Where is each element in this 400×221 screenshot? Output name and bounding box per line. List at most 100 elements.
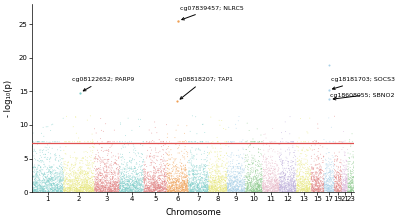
Point	[311, 177, 318, 181]
Point	[296, 184, 302, 188]
Point	[64, 164, 70, 168]
Point	[201, 186, 208, 189]
Point	[340, 183, 346, 187]
Point	[258, 140, 264, 143]
Point	[77, 172, 84, 175]
Point	[232, 140, 238, 143]
Point	[286, 168, 292, 172]
Point	[108, 190, 114, 194]
Point	[54, 189, 60, 193]
Point	[132, 167, 138, 170]
Point	[203, 175, 210, 179]
Point	[115, 169, 122, 173]
Point	[31, 183, 38, 187]
Point	[254, 190, 260, 193]
Point	[47, 175, 54, 178]
Point	[306, 182, 313, 186]
Point	[31, 188, 38, 192]
Point	[330, 182, 336, 185]
Point	[304, 158, 311, 162]
Point	[44, 168, 50, 171]
Point	[45, 177, 51, 181]
Point	[35, 176, 42, 180]
Point	[280, 177, 287, 181]
Point	[91, 182, 97, 185]
Point	[347, 190, 353, 193]
Point	[318, 167, 324, 171]
Point	[249, 184, 255, 188]
Point	[279, 190, 286, 194]
Point	[90, 180, 97, 183]
Point	[273, 181, 279, 185]
Point	[34, 189, 40, 192]
Point	[104, 167, 110, 171]
Point	[116, 172, 122, 176]
Point	[288, 188, 295, 191]
Point	[277, 186, 284, 189]
Point	[85, 176, 92, 179]
Point	[248, 183, 254, 186]
Point	[233, 183, 240, 186]
Point	[189, 182, 195, 185]
Point	[72, 179, 78, 182]
Point	[158, 184, 164, 188]
Point	[178, 184, 185, 187]
Point	[140, 183, 146, 187]
Point	[304, 190, 311, 194]
Point	[281, 172, 287, 175]
Point	[332, 179, 338, 183]
Point	[72, 164, 78, 168]
Point	[236, 174, 243, 177]
Point	[148, 190, 154, 194]
Point	[112, 187, 118, 190]
Point	[208, 187, 214, 190]
Point	[102, 173, 108, 177]
Point	[85, 187, 91, 191]
Point	[294, 182, 300, 186]
Point	[172, 181, 178, 185]
Point	[152, 179, 158, 182]
Point	[270, 188, 277, 191]
Point	[268, 182, 274, 185]
Point	[244, 175, 250, 178]
Point	[228, 180, 235, 184]
Point	[247, 175, 253, 179]
Point	[275, 169, 281, 173]
Point	[320, 189, 326, 193]
Point	[285, 178, 291, 181]
Point	[56, 187, 62, 190]
Point	[314, 188, 320, 191]
Point	[173, 188, 179, 192]
Point	[97, 174, 104, 178]
Point	[204, 189, 211, 192]
Point	[222, 162, 229, 166]
Text: cg08818207; TAP1: cg08818207; TAP1	[175, 77, 233, 99]
Point	[312, 182, 319, 185]
Point	[113, 182, 120, 185]
Point	[266, 172, 272, 175]
Point	[286, 132, 293, 135]
Point	[248, 160, 255, 164]
Point	[72, 182, 79, 185]
Point	[324, 187, 331, 191]
Point	[95, 183, 102, 186]
Point	[196, 184, 203, 188]
Point	[48, 177, 55, 180]
Point	[96, 183, 102, 187]
Point	[250, 188, 257, 192]
Point	[120, 175, 126, 178]
Point	[131, 165, 138, 168]
Point	[253, 187, 260, 191]
Point	[150, 180, 156, 184]
Point	[78, 185, 84, 188]
Point	[191, 168, 197, 171]
Point	[72, 156, 79, 160]
Point	[68, 180, 74, 184]
Point	[70, 140, 76, 143]
Point	[284, 190, 290, 193]
Point	[147, 186, 153, 190]
Point	[29, 188, 36, 192]
Point	[65, 180, 71, 183]
Point	[335, 189, 342, 193]
Point	[256, 181, 262, 185]
